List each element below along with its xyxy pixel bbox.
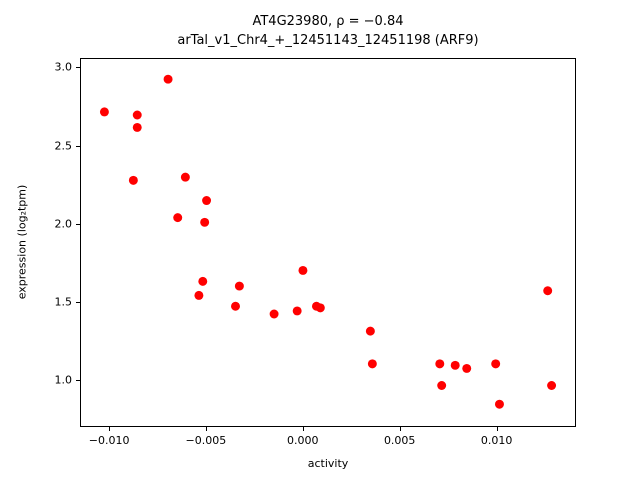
scatter-point bbox=[194, 290, 204, 300]
scatter-point bbox=[231, 301, 240, 311]
scatter-point bbox=[99, 107, 109, 117]
scatter-point bbox=[200, 217, 210, 227]
y-tick-mark bbox=[76, 223, 80, 225]
scatter-point bbox=[435, 359, 445, 369]
x-tick-label: 0.005 bbox=[383, 434, 416, 447]
plot-title-line2: arTal_v1_Chr4_+_12451143_12451198 (ARF9) bbox=[177, 33, 479, 48]
scatter-point bbox=[547, 381, 557, 390]
y-tick-label: 1.0 bbox=[54, 373, 73, 387]
y-tick-label: 3.0 bbox=[54, 60, 73, 74]
x-tick-mark bbox=[205, 427, 207, 431]
y-tick-mark bbox=[76, 301, 80, 303]
scatter-point bbox=[163, 74, 173, 84]
scatter-point bbox=[491, 359, 501, 369]
x-tick-label: 0.000 bbox=[287, 434, 319, 447]
y-tick-label: 2.0 bbox=[54, 217, 73, 231]
y-tick-mark bbox=[76, 380, 80, 382]
x-tick-label: −0.005 bbox=[185, 434, 227, 447]
scatter-point bbox=[198, 276, 208, 286]
scatter-point bbox=[202, 196, 212, 206]
scatter-point bbox=[494, 399, 504, 409]
scatter-point bbox=[462, 363, 472, 373]
plot-area bbox=[80, 58, 576, 427]
y-tick-mark bbox=[76, 67, 80, 69]
x-axis-label: activity bbox=[307, 457, 349, 470]
scatter-point bbox=[292, 306, 302, 316]
x-tick-mark bbox=[399, 427, 401, 431]
scatter-point bbox=[173, 213, 183, 223]
scatter-point bbox=[298, 265, 308, 275]
scatter-point bbox=[180, 172, 190, 182]
scatter-point bbox=[367, 359, 377, 369]
scatter-point bbox=[132, 122, 142, 132]
x-tick-mark bbox=[302, 427, 304, 431]
scatter-point bbox=[234, 281, 244, 291]
y-tick-mark bbox=[76, 145, 80, 147]
x-tick-label: 0.010 bbox=[480, 434, 513, 447]
scatter-point bbox=[128, 175, 138, 185]
scatter-point bbox=[269, 309, 279, 319]
x-tick-label: −0.010 bbox=[88, 434, 130, 447]
y-axis-label: expression (log₂tpm) bbox=[15, 184, 29, 300]
x-tick-mark bbox=[496, 427, 498, 431]
scatter-point bbox=[543, 286, 553, 296]
scatter-point bbox=[450, 360, 460, 370]
data-points-layer bbox=[99, 74, 557, 409]
plot-title-line1: AT4G23980, ρ = −0.84 bbox=[252, 14, 404, 29]
x-tick-mark bbox=[109, 427, 111, 431]
scatter-point bbox=[315, 303, 325, 313]
y-tick-label: 1.5 bbox=[54, 295, 73, 309]
y-tick-label: 2.5 bbox=[54, 139, 73, 153]
scatter-point bbox=[132, 110, 142, 120]
scatter-point bbox=[365, 326, 375, 336]
scatter-point bbox=[437, 381, 447, 390]
